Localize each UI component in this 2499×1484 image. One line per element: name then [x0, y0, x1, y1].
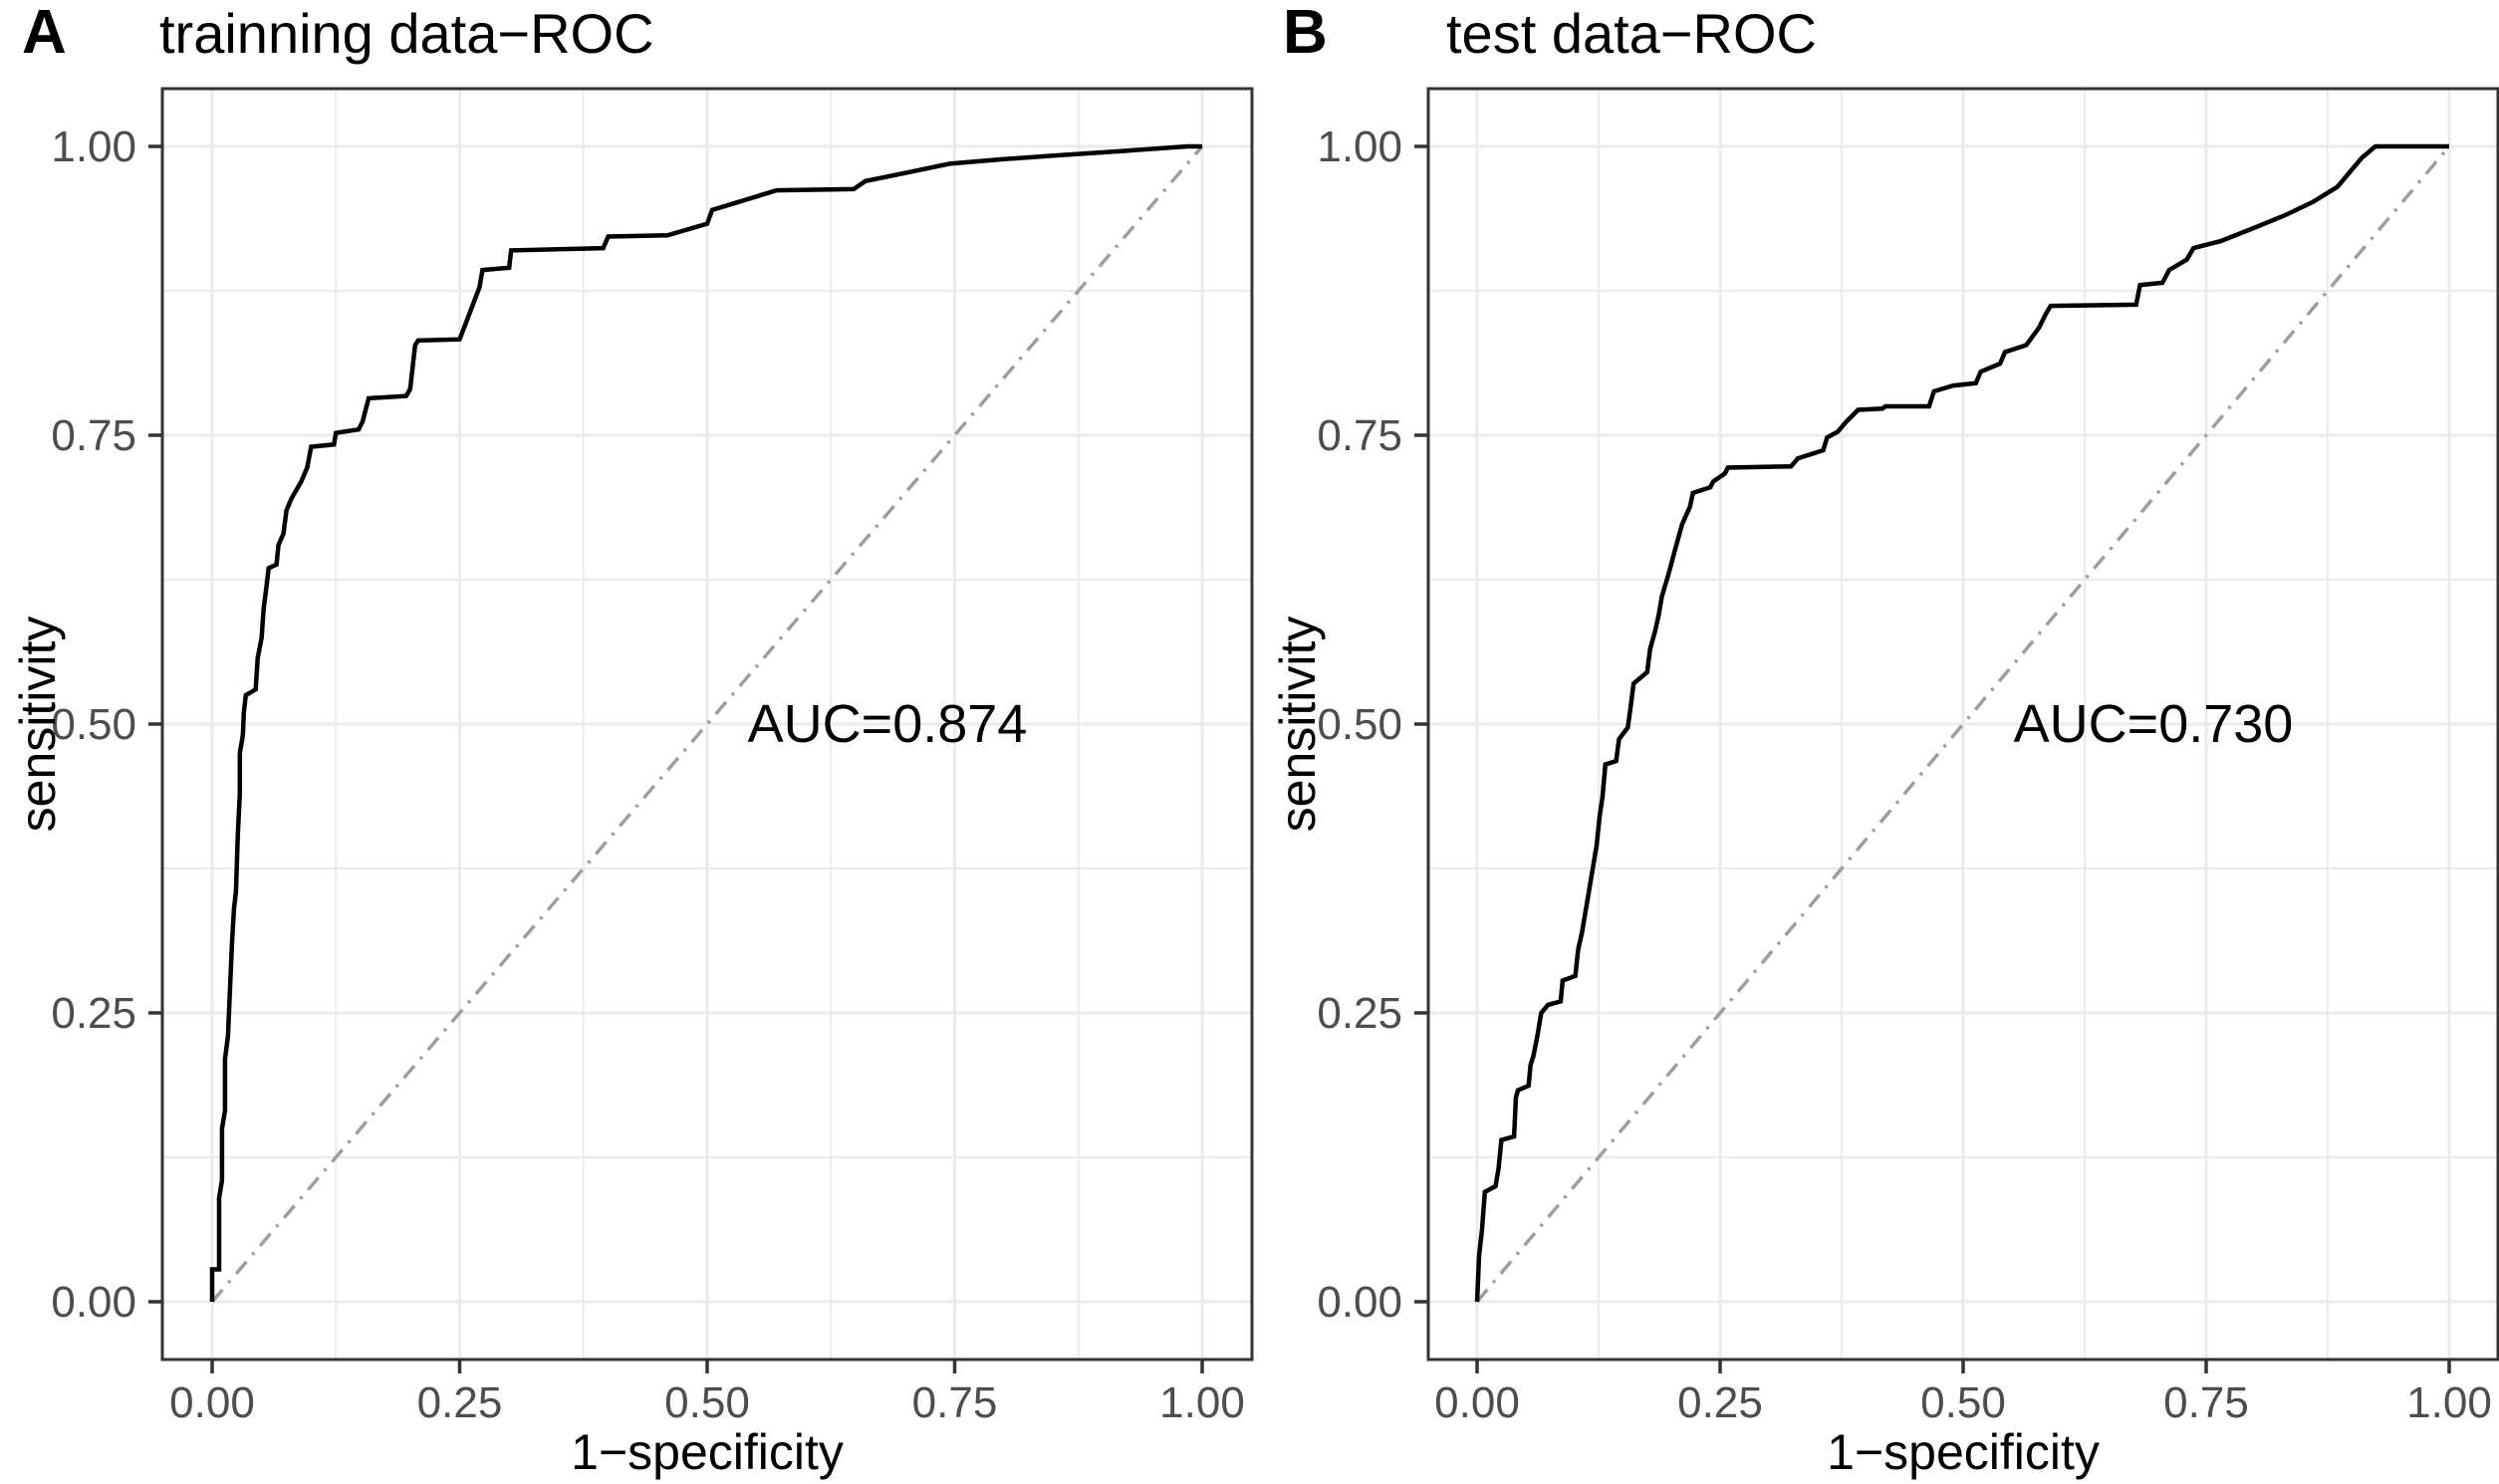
- panel-b-x-tick-label: 0.75: [2163, 1378, 2249, 1427]
- panel-a-y-tick-label: 0.50: [51, 700, 136, 749]
- panel-a-x-tick-label: 0.25: [417, 1378, 503, 1427]
- panel-a-roc-curve: [209, 143, 1202, 1302]
- panel-a-auc-annotation: AUC=0.874: [747, 694, 1028, 754]
- panel-b-y-tick-label: 0.75: [1317, 411, 1402, 460]
- panel-a-plot: 0.00 0.25 0.50 0.75 1.00 0.00 0.25 0.50 0.75 1.00: [51, 87, 1254, 1427]
- panel-b-reference-diagonal: [1475, 144, 2451, 1304]
- panel-a-y-axis-label: sensitivity: [10, 616, 66, 833]
- panel-a-x-tick-label: 1.00: [1159, 1378, 1245, 1427]
- panel-b-title: test data−ROC: [1446, 2, 1817, 65]
- panel-a-y-tick-label: 1.00: [51, 123, 136, 171]
- panel-a-x-axis-label: 1−specificity: [571, 1424, 844, 1480]
- panel-a-y-tick-label: 0.25: [51, 989, 136, 1038]
- panel-b-x-axis-label: 1−specificity: [1827, 1424, 2100, 1480]
- panel-b-y-tick-label: 0.50: [1317, 700, 1402, 749]
- panel-a-x-tick-label: 0.75: [912, 1378, 998, 1427]
- panel-b-plot: 0.00 0.25 0.50 0.75 1.00 0.00 0.25 0.50 0.75 1.00: [1317, 87, 2499, 1427]
- panel-a-tag: A: [22, 0, 67, 67]
- panel-b-roc-curve: [1474, 143, 2449, 1303]
- panel-b-x-tick-label: 1.00: [2406, 1378, 2492, 1427]
- panel-a-y-tick-label: 0.75: [51, 411, 136, 460]
- panel-b-x-tick-label: 0.00: [1434, 1378, 1520, 1427]
- panel-b-x-tick-label: 0.25: [1677, 1378, 1763, 1427]
- panel-b-tag: B: [1283, 0, 1328, 67]
- panel-b-y-tick-label: 1.00: [1317, 123, 1402, 171]
- panel-a-title: trainning data−ROC: [159, 2, 654, 65]
- panel-a-x-tick-label: 0.50: [664, 1378, 750, 1427]
- panel-a-y-tick-label: 0.00: [51, 1278, 136, 1327]
- panel-b-auc-annotation: AUC=0.730: [2013, 694, 2294, 754]
- panel-b-y-tick-label: 0.00: [1317, 1278, 1402, 1327]
- panel-a-reference-diagonal: [210, 144, 1204, 1304]
- panel-b-x-tick-label: 0.50: [1920, 1378, 2006, 1427]
- panel-a-x-tick-label: 0.00: [169, 1378, 255, 1427]
- panel-b-y-axis-label: sensitivity: [1270, 616, 1326, 833]
- panel-b-y-tick-label: 0.25: [1317, 989, 1402, 1038]
